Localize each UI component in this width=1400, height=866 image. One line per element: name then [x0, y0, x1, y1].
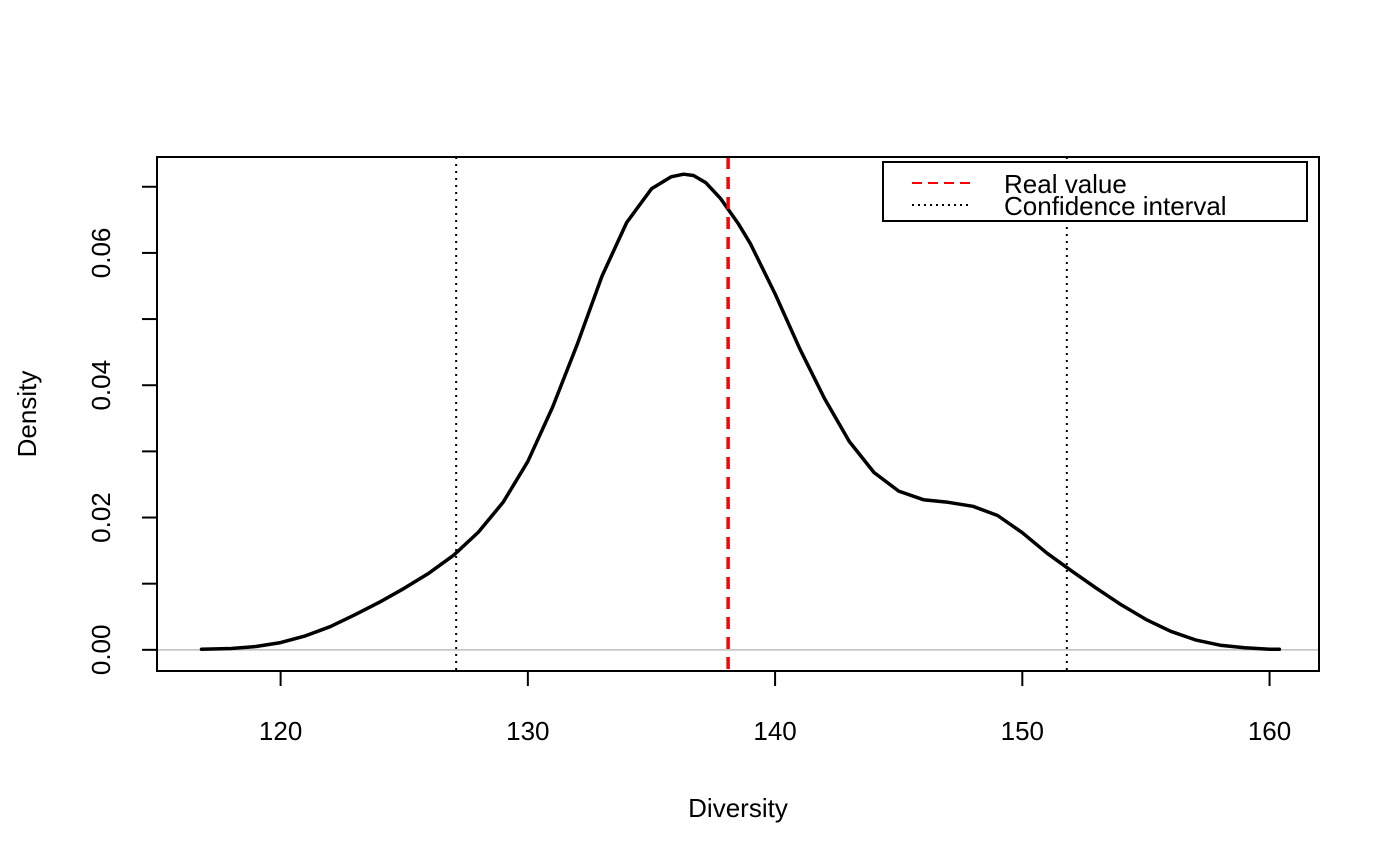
x-tick-label: 160 — [1248, 716, 1291, 746]
y-tick-label: 0.02 — [86, 492, 116, 543]
x-tick-label: 130 — [506, 716, 549, 746]
y-tick-label: 0.00 — [86, 625, 116, 676]
legend-label-confidence-interval: Confidence interval — [1004, 191, 1227, 221]
y-tick-label: 0.04 — [86, 360, 116, 411]
y-axis-label: Density — [12, 371, 42, 458]
plot-frame — [156, 156, 1320, 672]
x-tick-label: 120 — [259, 716, 302, 746]
legend: Real value Confidence interval — [882, 161, 1308, 222]
x-axis-label: Diversity — [688, 793, 788, 823]
x-tick-label: 140 — [753, 716, 796, 746]
density-curve — [199, 172, 1282, 651]
legend-box — [882, 161, 1308, 222]
legend-label-real-value: Real value — [1004, 169, 1127, 199]
y-tick-label: 0.06 — [86, 228, 116, 279]
x-tick-label: 150 — [1001, 716, 1044, 746]
